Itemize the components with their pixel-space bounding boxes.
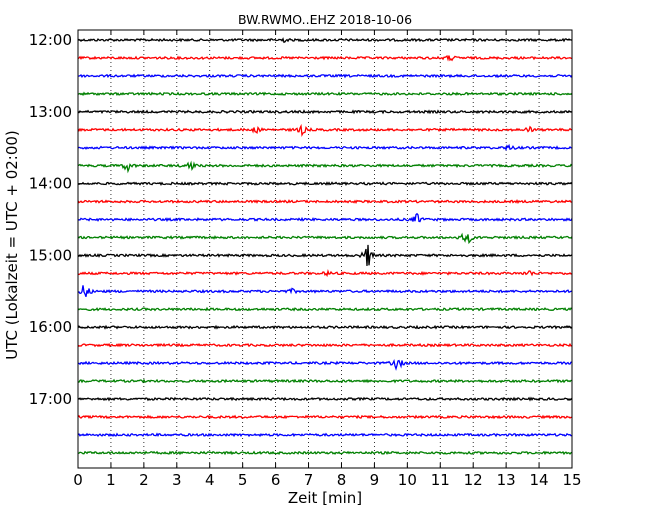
seismic-trace-1300 <box>77 109 573 115</box>
y-tick-label: 13:00 <box>29 103 72 121</box>
seismic-trace-1415 <box>77 199 573 204</box>
y-tick-label: 12:00 <box>29 31 72 49</box>
x-tick-label: 5 <box>238 471 248 489</box>
x-tick-label: 9 <box>370 471 380 489</box>
seismic-trace-1330 <box>77 143 572 152</box>
seismic-trace-1700 <box>77 396 573 402</box>
seismic-traces <box>77 37 573 456</box>
seismic-trace-1600 <box>77 324 573 330</box>
chart-title: BW.RWMO..EHZ 2018-10-06 <box>238 12 412 27</box>
seismic-trace-1630 <box>77 358 573 371</box>
x-tick-label: 15 <box>562 471 581 489</box>
x-axis-ticks: 0 1 2 3 4 5 6 7 8 9 10 11 12 13 14 15 <box>73 30 582 489</box>
y-axis-ticks: 12:00 13:00 14:00 15:00 16:00 17:00 <box>29 31 572 408</box>
seismic-trace-1515 <box>77 269 573 278</box>
y-tick-label: 16:00 <box>29 318 72 336</box>
seismic-trace-1445 <box>77 232 573 245</box>
seismic-trace-1730 <box>77 432 573 438</box>
seismic-trace-1645 <box>77 378 573 384</box>
seismic-trace-1245 <box>77 91 573 97</box>
seismic-trace-1715 <box>77 414 573 420</box>
plot-frame <box>77 29 573 469</box>
seismic-trace-1530 <box>77 285 573 298</box>
x-tick-label: 7 <box>304 471 314 489</box>
seismic-trace-1315 <box>77 123 573 137</box>
x-tick-label: 1 <box>106 471 116 489</box>
x-tick-label: 4 <box>205 471 215 489</box>
x-tick-label: 0 <box>73 471 83 489</box>
x-tick-label: 6 <box>271 471 281 489</box>
x-tick-label: 14 <box>530 471 549 489</box>
seismic-trace-1200 <box>77 37 573 44</box>
x-tick-label: 13 <box>497 471 516 489</box>
seismic-trace-1545 <box>77 306 573 312</box>
x-tick-label: 10 <box>398 471 417 489</box>
seismic-trace-1345 <box>77 160 573 174</box>
y-tick-label: 17:00 <box>29 390 72 408</box>
x-tick-label: 2 <box>139 471 149 489</box>
seismic-trace-1745 <box>77 450 573 456</box>
x-axis-label: Zeit [min] <box>288 489 362 507</box>
y-axis-label: UTC (Lokalzeit = UTC + 02:00) <box>3 130 21 360</box>
x-tick-label: 3 <box>172 471 182 489</box>
seismic-trace-1615 <box>77 342 573 348</box>
seismic-trace-1215 <box>77 55 573 62</box>
x-tick-label: 8 <box>337 471 347 489</box>
y-tick-label: 15:00 <box>29 246 72 264</box>
seismic-trace-1430 <box>77 212 573 223</box>
x-tick-label: 12 <box>464 471 483 489</box>
seismic-trace-1230 <box>77 73 573 79</box>
y-tick-label: 14:00 <box>29 175 72 193</box>
seismic-trace-1400 <box>77 181 573 186</box>
x-tick-label: 11 <box>431 471 450 489</box>
seismic-trace-1500 <box>77 244 573 266</box>
grid-lines <box>110 30 540 468</box>
